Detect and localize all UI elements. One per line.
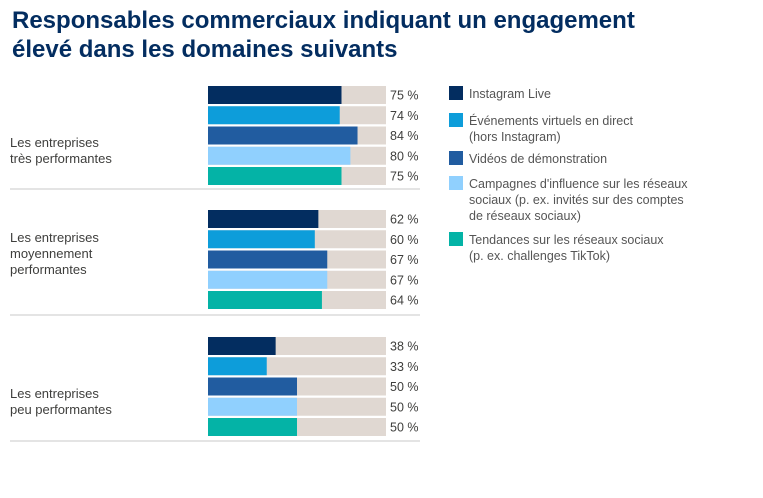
legend-label: (hors Instagram) xyxy=(469,130,561,144)
legend-label: (p. ex. challenges TikTok) xyxy=(469,249,610,263)
bar xyxy=(208,167,342,185)
bar xyxy=(208,210,319,228)
data-label: 62 % xyxy=(390,213,419,227)
bar xyxy=(208,397,297,416)
legend-item: Tendances sur les réseaux sociaux (p. ex.… xyxy=(449,232,664,263)
legend-swatch xyxy=(449,151,463,165)
group-label: performantes xyxy=(10,262,87,277)
legend-label: Instagram Live xyxy=(469,87,551,101)
data-label: 67 % xyxy=(390,253,419,267)
group-label: très performantes xyxy=(10,151,112,166)
bar xyxy=(208,106,340,125)
bar-group: 62 % 60 % 67 % 67 % 64 % Les entreprisesmoyen… xyxy=(10,210,420,316)
data-label: 50 % xyxy=(390,421,419,435)
chart-title-line-2: élevé dans les domaines suivants xyxy=(12,36,398,63)
bar xyxy=(208,230,315,249)
bar xyxy=(208,126,358,145)
legend-label: sociaux (p. ex. invités sur des comptes xyxy=(469,193,684,207)
legend-swatch xyxy=(449,232,463,246)
bar xyxy=(208,377,297,396)
data-label: 60 % xyxy=(390,233,419,247)
legend-swatch xyxy=(449,176,463,190)
chart-title-line-1: Responsables commerciaux indiquant un en… xyxy=(12,7,635,34)
data-label: 38 % xyxy=(390,340,419,354)
bar xyxy=(208,357,267,376)
legend-item: Instagram Live xyxy=(449,86,551,101)
legend-item: Vidéos de démonstration xyxy=(449,151,607,166)
legend-swatch xyxy=(449,86,463,100)
bar xyxy=(208,146,351,165)
data-label: 75 % xyxy=(390,170,419,184)
bar xyxy=(208,250,328,269)
legend-label: Tendances sur les réseaux sociaux xyxy=(469,233,664,247)
group-label: Les entreprises xyxy=(10,135,99,150)
bar xyxy=(208,86,342,104)
data-label: 75 % xyxy=(390,89,419,103)
legend-label: Événements virtuels en direct xyxy=(469,113,633,128)
data-label: 80 % xyxy=(390,149,419,163)
legend-item: Campagnes d'influence sur les réseaux soc… xyxy=(449,176,688,223)
data-label: 33 % xyxy=(390,360,419,374)
legend-swatch xyxy=(449,113,463,127)
data-label: 50 % xyxy=(390,400,419,414)
bar xyxy=(208,291,322,309)
data-label: 64 % xyxy=(390,294,419,308)
legend-label: Vidéos de démonstration xyxy=(469,152,607,166)
data-label: 50 % xyxy=(390,380,419,394)
bar-group: 75 % 74 % 84 % 80 % 75 % Les entreprisestrès … xyxy=(10,86,420,190)
legend-label: de réseaux sociaux) xyxy=(469,209,581,223)
legend-item: Événements virtuels en direct (hors Insta… xyxy=(449,113,633,144)
group-label: moyennement xyxy=(10,246,93,261)
data-label: 84 % xyxy=(390,129,419,143)
data-label: 74 % xyxy=(390,109,419,123)
bar xyxy=(208,418,297,436)
group-label: peu performantes xyxy=(10,402,112,417)
bar xyxy=(208,270,328,289)
group-label: Les entreprises xyxy=(10,230,99,245)
chart-title: Responsables commerciaux indiquant un en… xyxy=(12,6,712,64)
bar xyxy=(208,337,276,355)
data-label: 67 % xyxy=(390,273,419,287)
legend-label: Campagnes d'influence sur les réseaux xyxy=(469,177,688,191)
group-label: Les entreprises xyxy=(10,386,99,401)
